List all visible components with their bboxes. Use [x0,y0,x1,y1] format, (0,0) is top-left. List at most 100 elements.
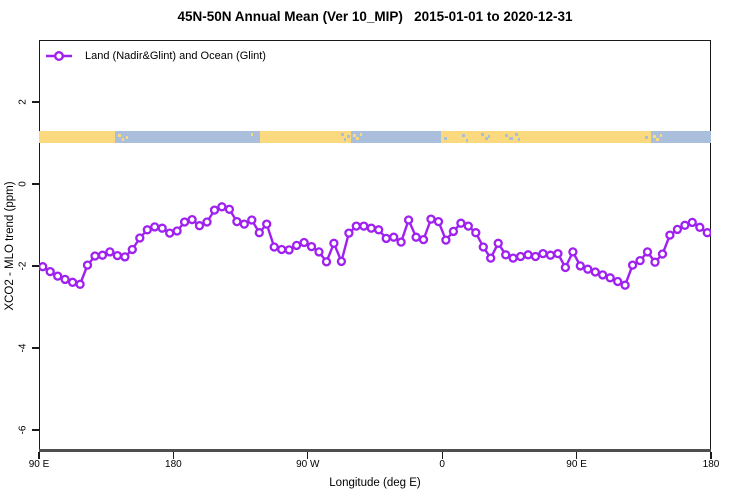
data-point [515,251,526,262]
band-speckle-land [118,134,122,138]
data-point [269,242,279,252]
y-tick-label: -6 [17,425,29,435]
data-point [456,218,466,228]
y-tick-mark [32,101,39,103]
data-point [530,251,541,262]
band-speckle-land [251,133,254,137]
band-speckle-land [360,133,363,137]
x-tick-mark [441,452,443,459]
band-speckle-ocean [443,137,447,141]
band-segment-land [260,131,352,144]
data-point [583,264,593,274]
x-tick-mark [710,452,712,459]
legend-label: Land (Nadir&Glint) and Ocean (Glint) [85,50,266,62]
data-point [665,230,675,240]
data-point [411,232,421,242]
data-point [187,214,197,225]
band-speckle-ocean [466,139,469,143]
data-point [680,220,690,230]
data-point [120,252,130,262]
band-speckle-land [121,138,124,142]
data-point [441,235,451,245]
band-speckle-ocean [344,138,347,142]
data-point [291,240,302,251]
data-point [396,237,406,247]
data-point [321,257,332,267]
band-segment-ocean [651,131,711,144]
data-point [523,250,533,260]
data-point [254,228,264,238]
data-point [448,226,459,237]
data-point [486,253,496,263]
data-point [560,262,571,273]
band-speckle-land [352,134,356,138]
data-point [351,221,361,231]
data-point [97,250,108,260]
band-segment-ocean [115,131,260,144]
data-point [672,224,683,235]
data-point [60,274,70,285]
band-speckle-ocean [514,133,518,137]
band-speckle-land [652,135,656,139]
data-point [67,277,78,287]
band-speckle-land [356,137,360,141]
data-point [545,250,556,260]
band-speckle-land [660,134,663,138]
data-point [389,232,399,242]
data-point [247,215,257,225]
data-point [135,233,145,243]
data-point [575,261,585,271]
data-point [613,276,623,287]
data-point [374,225,384,235]
y-tick-mark [32,265,39,267]
x-tick-mark [307,452,309,459]
band-speckle-ocean [481,133,485,137]
data-point [702,228,711,238]
data-point [39,262,48,272]
data-point [695,222,705,232]
data-point [538,248,548,259]
x-axis-line [39,449,711,453]
data-point [620,280,630,290]
data-point [165,228,175,238]
data-point [224,204,235,214]
band-speckle-ocean [340,133,344,137]
data-point [329,238,339,248]
data-point [336,256,347,267]
y-tick-label: -2 [17,261,29,271]
x-tick-label: 90 W [296,459,320,470]
x-tick-label: 90 E [566,459,587,470]
y-tick-label: 0 [17,181,29,187]
data-series-layer [39,202,711,290]
data-point [306,241,317,252]
data-point [90,251,100,261]
data-point [53,271,63,281]
data-point [508,253,518,263]
data-point [627,260,638,270]
data-point [209,205,220,215]
data-point [605,273,615,283]
band-speckle-land [125,136,128,140]
x-tick-label: 180 [165,459,182,470]
data-point [284,245,294,255]
x-tick-mark [172,452,175,459]
data-point [568,247,578,257]
band-speckle-ocean [504,134,508,138]
band-speckle-ocean [488,135,491,139]
band-speckle-land [656,138,660,142]
band-segment-ocean [351,131,441,144]
band-speckle-ocean [509,137,514,141]
x-tick-label: 0 [439,459,445,470]
data-point [299,237,309,248]
data-point [202,217,212,227]
chart-title: 45N-50N Annual Mean (Ver 10_MIP) 2015-01… [177,9,573,24]
data-point [635,255,645,266]
data-point [687,217,697,228]
legend: Land (Nadir&Glint) and Ocean (Glint) [45,48,266,64]
data-point [194,221,205,231]
data-point [314,247,324,257]
data-point [232,216,242,227]
data-point [657,249,668,259]
data-point [127,244,137,255]
